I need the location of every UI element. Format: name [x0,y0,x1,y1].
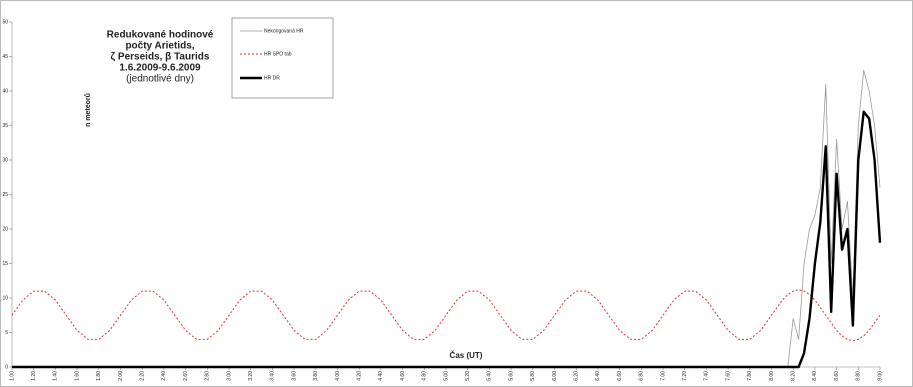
legend-label: HR SPO tab [264,51,292,57]
x-tick-label: 2.80 [205,371,211,381]
y-axis-label: n meteorů [84,93,92,127]
x-tick-label: 2.60 [183,371,189,381]
y-tick-label: 30 [2,157,8,163]
x-tick-label: 7.00 [660,371,666,381]
x-tick-label: 5.20 [465,371,471,381]
x-tick-label: 1.80 [96,371,102,381]
y-tick-label: 0 [5,364,8,370]
x-tick-label: 7.80 [747,371,753,381]
chart-title: (jednotlivé dny) [126,74,194,85]
x-tick-label: 3.60 [291,371,297,381]
x-tick-label: 7.20 [682,371,688,381]
y-tick-label: 35 [2,123,8,129]
x-tick-label: 2.40 [161,371,167,381]
y-tick-label: 50 [2,19,8,25]
y-tick-label: 20 [2,226,8,232]
x-tick-label: 4.40 [378,371,384,381]
x-tick-label: 2.20 [140,371,146,381]
x-tick-label: 3.00 [226,371,232,381]
x-tick-label: 6.20 [574,371,580,381]
x-tick-label: 8.40 [812,371,818,381]
y-tick-label: 15 [2,261,8,267]
chart-title: počty Arietids, [125,41,194,52]
chart-title: ζ Perseids, β Taurids [111,52,210,63]
x-tick-label: 7.40 [704,371,710,381]
x-tick-label: 1.20 [31,371,37,381]
x-tick-label: 8.00 [769,371,775,381]
x-tick-label: 2.00 [118,371,124,381]
x-tick-label: 5.40 [487,371,493,381]
x-tick-label: 5.00 [443,371,449,381]
y-tick-label: 45 [2,54,8,60]
x-axis-label: Čas (UT) [450,351,483,360]
x-tick-label: 3.20 [248,371,254,381]
y-tick-label: 10 [2,295,8,301]
x-tick-label: 7.60 [725,371,731,381]
x-tick-label: 8.60 [834,371,840,381]
x-tick-label: 3.40 [270,371,276,381]
x-tick-label: 1.00 [9,371,15,381]
legend-label: Nekorigovaná HR [264,28,304,34]
x-tick-label: 3.80 [313,371,319,381]
x-tick-label: 8.20 [791,371,797,381]
x-tick-label: 1.40 [53,371,59,381]
x-tick-label: 6.00 [552,371,558,381]
chart-title: Redukované hodinové [107,30,214,41]
x-tick-label: 1.60 [74,371,80,381]
chart-title: 1.6.2009-9.6.2009 [119,63,201,74]
y-tick-label: 5 [5,330,8,336]
y-tick-label: 40 [2,88,8,94]
y-tick-label: 25 [2,192,8,198]
x-tick-label: 8.80 [856,371,862,381]
series-line [12,110,882,369]
x-tick-label: 6.40 [595,371,601,381]
x-tick-label: 5.80 [530,371,536,381]
x-tick-label: 4.20 [357,371,363,381]
legend-label: HR DR [264,75,280,81]
x-tick-label: 9.00 [877,371,883,381]
x-tick-label: 5.60 [508,371,514,381]
x-tick-label: 4.80 [422,371,428,381]
x-tick-label: 4.60 [400,371,406,381]
series-line [11,289,881,342]
x-tick-label: 4.00 [335,371,341,381]
x-tick-label: 6.80 [639,371,645,381]
x-tick-label: 6.60 [617,371,623,381]
